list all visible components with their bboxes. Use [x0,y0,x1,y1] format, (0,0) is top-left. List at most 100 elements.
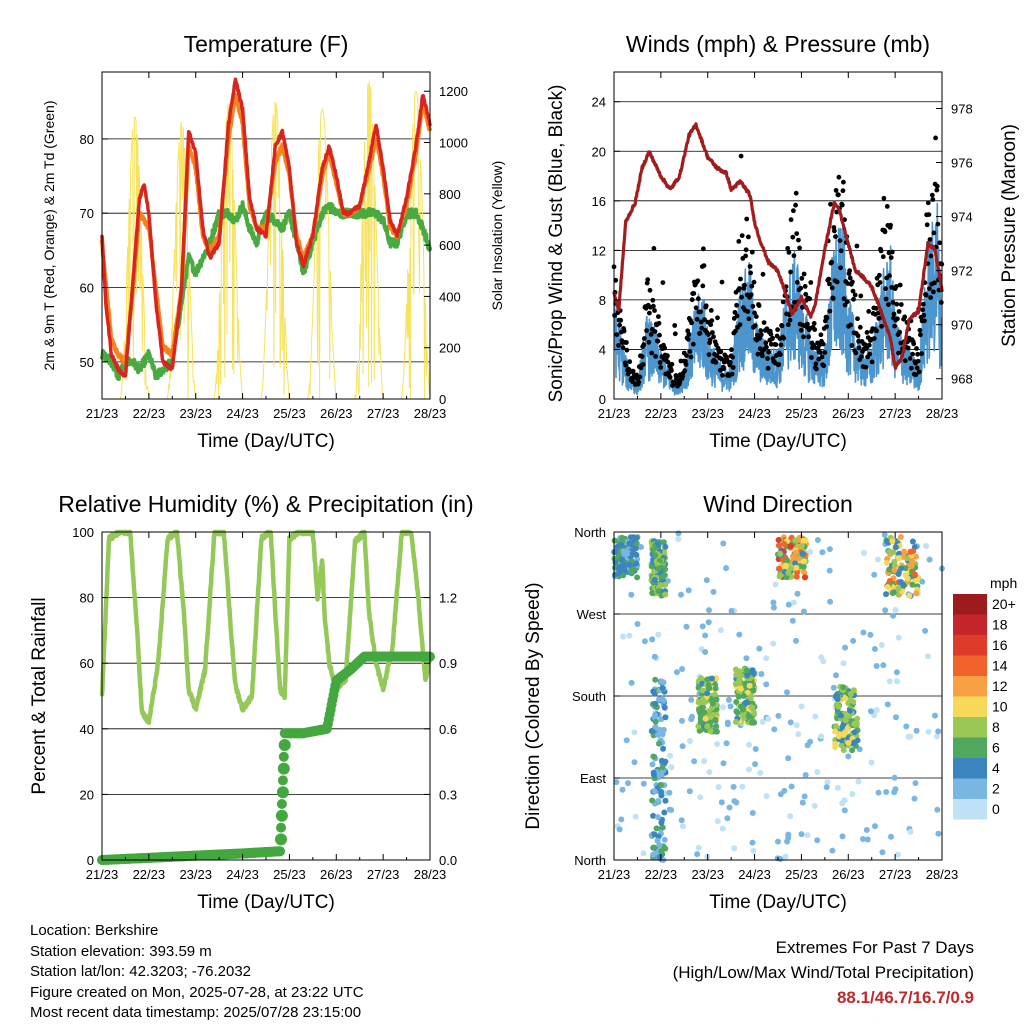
direction-x-tick-label: 22/23 [645,867,678,882]
wind-gust-point [938,300,944,305]
wind-gust-point [794,231,800,237]
wind-gust-point [624,347,630,353]
wind-direction-point [908,563,915,570]
wind-direction-point [628,679,635,686]
wind-direction-point [851,720,858,727]
speed-legend-label: 6 [992,740,1000,756]
winds-y-tick-label: 20 [592,144,606,159]
wind-direction-point [935,728,942,735]
wind-gust-point [709,318,715,323]
wind-gust-point [833,188,839,193]
wind-gust-point [669,361,675,367]
wind-direction-point [799,799,806,806]
wind-direction-point [732,680,739,687]
wind-gust-point [911,341,917,347]
wind-direction-point [675,530,682,537]
speed-legend-label: 18 [992,617,1008,633]
wind-direction-point [713,728,720,735]
solar-insolation-line [306,108,338,400]
wind-direction-point [651,653,658,660]
wind-direction-point [749,719,756,725]
wind-gust-point [818,350,823,355]
wind-direction-point [707,728,714,735]
temperature-y-tick-label: 70 [80,206,94,221]
wind-gust-point [902,314,908,320]
wind-gust-point [905,345,911,351]
relative-humidity-line [99,529,432,725]
wind-direction-point [655,731,661,738]
wind-gust-point [686,332,692,337]
wind-gust-point [685,336,691,342]
temperature-x-tick-label: 23/23 [179,406,212,421]
wind-direction-point [785,601,792,608]
wind-direction-point [656,740,663,747]
wind-gust-point [747,264,753,269]
wind-gust-point [930,197,936,202]
wind-direction-point [655,798,662,804]
wind-gust-point [751,279,757,285]
wind-gust-point [769,341,774,347]
rainfall-point [275,809,288,822]
wind-direction-point [793,549,800,556]
direction-y-tick-label: North [574,853,606,868]
wind-gust-point [797,245,802,251]
wind-direction-point [818,733,825,740]
speed-legend-label: 14 [992,658,1008,674]
recent-timestamp-text: Most recent data timestamp: 2025/07/28 2… [30,1004,362,1021]
wind-direction-point [736,631,743,638]
wind-direction-point [658,781,664,788]
wind-direction-point [801,569,808,576]
wind-direction-point [793,573,800,580]
wind-gust-point [785,322,791,328]
wind-gust-point [856,345,862,351]
wind-gust-point [920,301,926,307]
wind-direction-point [913,727,920,734]
wind-gust-point [614,332,620,337]
speed-legend-swatch [953,799,987,820]
wind-direction-point [748,704,755,711]
wind-direction-point [654,814,661,821]
humidity-y2-tick-label: 0.6 [439,722,457,737]
wind-gust-point [736,239,742,244]
wind-direction-point [826,567,833,574]
humidity-y-tick-label: 20 [80,787,94,802]
wind-direction-point [827,598,834,605]
wind-direction-point [771,726,778,733]
wind-gust-point [689,297,695,303]
wind-direction-point [615,569,622,576]
wind-gust-point [910,351,915,357]
wind-direction-point [833,723,839,730]
wind-direction-point [793,637,799,644]
rainfall-point [275,846,286,857]
wind-gust-point [662,345,667,351]
wind-direction-point [891,567,898,574]
rainfall-point [278,739,291,751]
wind-direction-point [863,827,870,833]
wind-direction-point [798,703,805,710]
wind-direction-point [807,738,814,745]
wind-direction-point [842,644,849,651]
wind-gust-point [718,349,724,355]
wind-direction-point [886,578,893,584]
wind-gust-point [928,253,934,259]
wind-direction-point [922,627,929,634]
wind-direction-point [634,621,641,627]
temperature-x-tick-label: 28/23 [414,406,447,421]
wind-gust-point [937,240,942,246]
wind-direction-point [697,713,704,720]
wind-direction-point [923,543,930,549]
wind-gust-point [788,217,794,223]
wind-gust-point [863,364,869,370]
station-pressure-line [612,122,944,370]
wind-direction-point [731,798,738,805]
wind-direction-point [824,779,831,786]
wind-gust-point [758,328,764,334]
wind-gust-point [802,284,808,289]
wind-direction-point [932,712,938,719]
wind-gust-point [850,279,855,285]
wind-direction-point [867,631,874,638]
wind-direction-point [660,697,667,704]
direction-x-tick-label: 23/23 [691,867,724,882]
wind-gust-point [702,317,707,322]
wind-gust-point [669,368,674,373]
